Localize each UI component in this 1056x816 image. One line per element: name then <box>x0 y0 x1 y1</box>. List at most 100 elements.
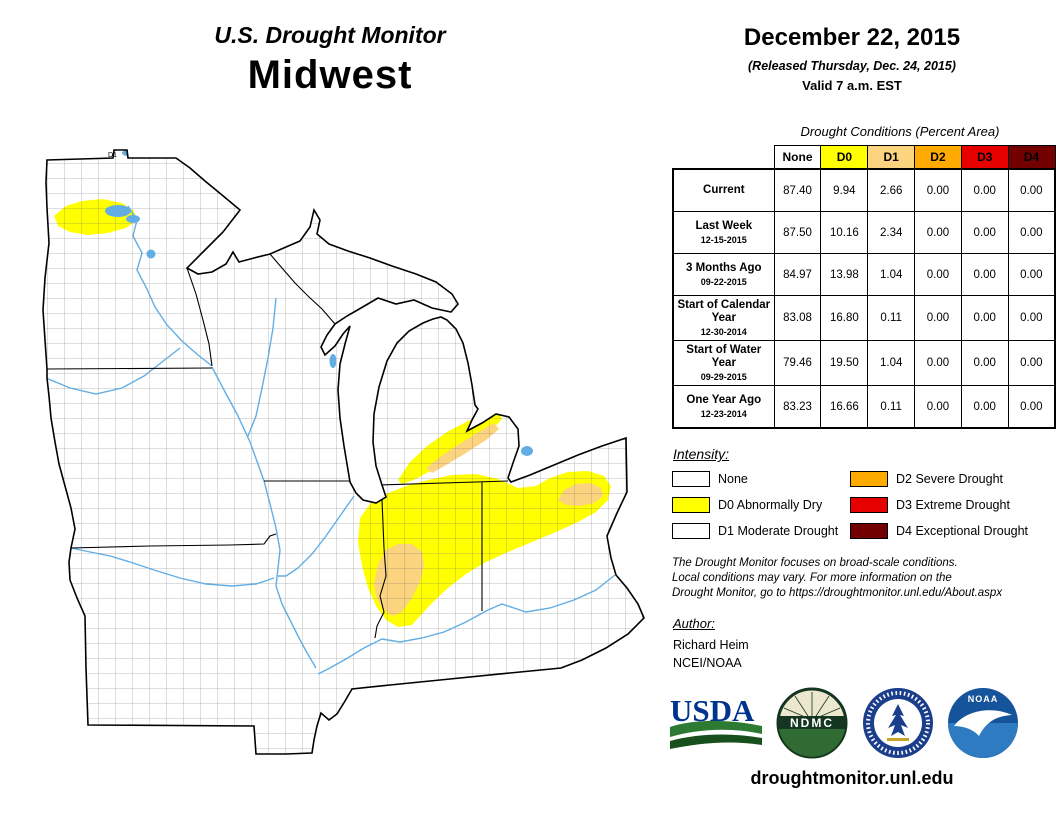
value-cell: 87.40 <box>773 168 822 212</box>
value-cell: 0.00 <box>1007 340 1056 386</box>
column-header-d4: D4 <box>1007 145 1056 170</box>
report-region: Midwest <box>247 53 413 97</box>
commerce-eagle <box>887 704 908 736</box>
value-cell: 13.98 <box>820 253 869 296</box>
value-cell: 1.04 <box>867 340 916 386</box>
legend-swatch-none <box>672 470 710 487</box>
row-label-start-of-calendar-year: Start of Calendar Year 12-30-2014 <box>672 295 775 341</box>
table-caption: Drought Conditions (Percent Area) <box>800 124 1000 139</box>
date-block: December 22, 2015 (Released Thursday, De… <box>672 24 1032 93</box>
legend-swatch-d4 <box>850 522 888 539</box>
legend-item-d4: D4 Exceptional Drought <box>850 522 1028 539</box>
svg-text:NDMC: NDMC <box>790 716 834 730</box>
value-cell: 0.00 <box>914 168 962 212</box>
value-cell: 84.97 <box>773 253 822 296</box>
value-cell: 16.66 <box>820 385 869 429</box>
valid-time: Valid 7 a.m. EST <box>802 78 902 93</box>
site-url: droughtmonitor.unl.edu <box>750 768 954 788</box>
value-cell: 0.11 <box>867 385 916 429</box>
value-cell: 0.00 <box>914 211 962 254</box>
county-grid <box>43 150 644 754</box>
value-cell: 16.80 <box>820 295 869 341</box>
value-cell: 87.50 <box>773 211 822 254</box>
table-row-one-year-ago: One Year Ago 12-23-2014 83.23 16.66 0.11 … <box>672 385 1056 429</box>
legend-item-d1: D1 Moderate Drought <box>672 522 850 539</box>
noaa-seabird <box>953 710 1012 736</box>
value-cell: 0.00 <box>960 385 1009 429</box>
report-date: December 22, 2015 <box>743 24 961 51</box>
row-label-last-week: Last Week 12-15-2015 <box>672 211 775 254</box>
lake-st-clair <box>521 446 533 456</box>
intensity-legend: None D0 Abnormally Dry D1 Moderate Droug… <box>672 470 1034 539</box>
drought-conditions-table: None D0 D1 D2 D3 D4 Current 87.40 9.94 2… <box>672 145 1056 429</box>
legend-item-none: None <box>672 470 850 487</box>
commerce-gold-bar <box>886 738 909 741</box>
value-cell: 0.00 <box>1007 253 1056 296</box>
table-row-start-of-water-year: Start of Water Year 09-29-2015 79.46 19.5… <box>672 340 1056 386</box>
map-d1-label: D1 <box>108 152 117 159</box>
legend-swatch-d0 <box>672 496 710 513</box>
commerce-logo <box>862 688 933 758</box>
value-cell: 10.16 <box>820 211 869 254</box>
noaa-lower-half <box>947 723 1018 758</box>
table-row-start-of-calendar-year: Start of Calendar Year 12-30-2014 83.08 1… <box>672 295 1056 341</box>
usda-swoosh-top <box>670 720 762 737</box>
value-cell: 0.00 <box>1007 295 1056 341</box>
value-cell: 2.34 <box>867 211 916 254</box>
value-cell: 0.00 <box>960 211 1009 254</box>
value-cell: 0.00 <box>914 253 962 296</box>
release-date: (Released Thursday, Dec. 24, 2015) <box>748 59 956 73</box>
intensity-title: Intensity: <box>673 446 730 462</box>
value-cell: 0.00 <box>1007 168 1056 212</box>
author-name: Richard Heim <box>673 638 749 652</box>
report-title: U.S. Drought Monitor <box>214 22 446 48</box>
table-corner-cell <box>673 146 774 170</box>
value-cell: 79.46 <box>773 340 822 386</box>
author-organization: NCEI/NOAA <box>673 656 742 670</box>
title-block: U.S. Drought Monitor Midwest <box>70 22 590 98</box>
logo-row: USDA NDMC <box>668 686 1020 760</box>
table-row-current: Current 87.40 9.94 2.66 0.00 0.00 0.00 <box>672 168 1056 212</box>
row-label-start-of-water-year: Start of Water Year 09-29-2015 <box>672 340 775 386</box>
column-header-none: None <box>773 145 822 170</box>
legend-swatch-d2 <box>850 470 888 487</box>
legend-swatch-d3 <box>850 496 888 513</box>
disclaimer: The Drought Monitor focuses on broad-sca… <box>672 556 1002 601</box>
column-header-d2: D2 <box>914 145 962 170</box>
legend-swatch-d1 <box>672 522 710 539</box>
value-cell: 0.00 <box>960 295 1009 341</box>
table-row-last-week: Last Week 12-15-2015 87.50 10.16 2.34 0.0… <box>672 211 1056 254</box>
row-label-3-months-ago: 3 Months Ago 09-22-2015 <box>672 253 775 296</box>
value-cell: 0.00 <box>960 168 1009 212</box>
usda-swoosh-bottom <box>670 734 762 749</box>
column-header-d1: D1 <box>867 145 916 170</box>
legend-item-d2: D2 Severe Drought <box>850 470 1028 487</box>
value-cell: 0.00 <box>960 253 1009 296</box>
legend-column-left: None D0 Abnormally Dry D1 Moderate Droug… <box>672 470 850 539</box>
row-label-one-year-ago: One Year Ago 12-23-2014 <box>672 385 775 429</box>
value-cell: 83.23 <box>773 385 822 429</box>
value-cell: 9.94 <box>820 168 869 212</box>
value-cell: 0.00 <box>914 385 962 429</box>
value-cell: 0.00 <box>1007 211 1056 254</box>
table-header-row: None D0 D1 D2 D3 D4 <box>673 145 1056 170</box>
disclaimer-line: Drought Monitor, go to https://droughtmo… <box>672 587 1003 599</box>
legend-item-d3: D3 Extreme Drought <box>850 496 1028 513</box>
value-cell: 0.00 <box>960 340 1009 386</box>
legend-item-d0: D0 Abnormally Dry <box>672 496 850 513</box>
rivers <box>45 205 616 675</box>
value-cell: 0.00 <box>1007 385 1056 429</box>
value-cell: 19.50 <box>820 340 869 386</box>
drought-map: D1 <box>30 148 646 776</box>
row-label-current: Current <box>672 168 775 212</box>
value-cell: 2.66 <box>867 168 916 212</box>
disclaimer-line: Local conditions may vary. For more info… <box>672 572 952 584</box>
ndmc-ground <box>779 729 846 757</box>
value-cell: 83.08 <box>773 295 822 341</box>
author-title: Author: <box>673 616 715 631</box>
disclaimer-line: The Drought Monitor focuses on broad-sca… <box>672 557 958 569</box>
noaa-logo: NOAA <box>947 688 1018 758</box>
value-cell: 0.00 <box>914 340 962 386</box>
column-header-d0: D0 <box>820 145 869 170</box>
